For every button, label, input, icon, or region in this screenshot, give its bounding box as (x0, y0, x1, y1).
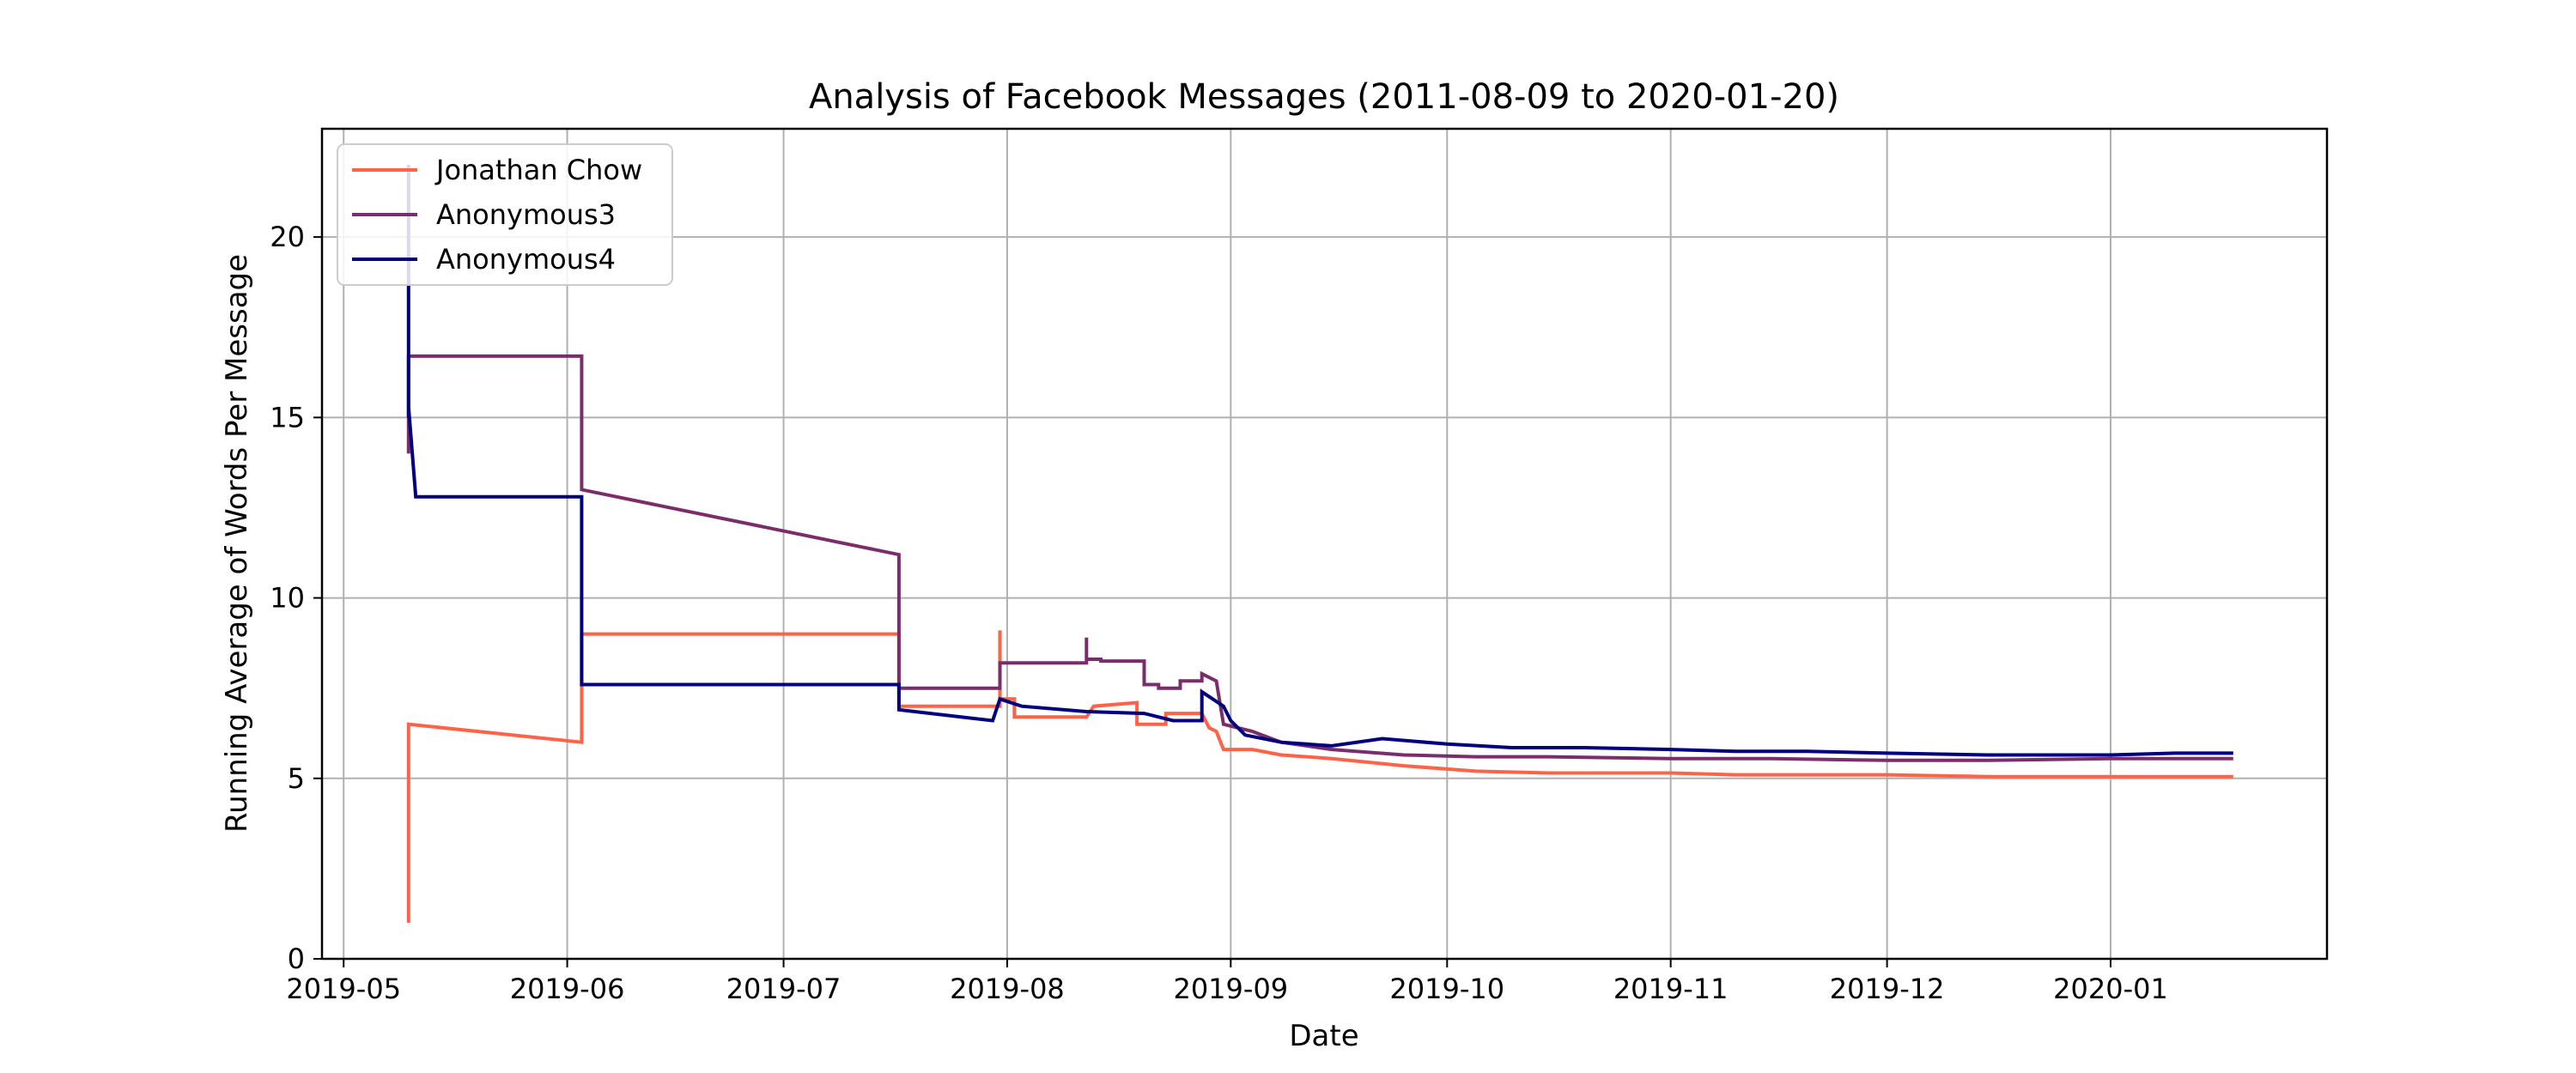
chart-title: Analysis of Facebook Messages (2011-08-0… (809, 77, 1839, 117)
x-axis-ticks: 2019-05 2019-06 2019-07 2019-08 2019-09 2019-… (286, 959, 2168, 1005)
legend-label-anonymous4: Anonymous4 (436, 243, 616, 276)
series-line-jonathan-chow (406, 630, 2233, 923)
series-line-anonymous3 (406, 354, 2233, 762)
y-tick-label: 15 (270, 401, 305, 433)
y-axis-label: Running Average of Words Per Message (220, 254, 254, 833)
x-tick-label: 2019-05 (286, 973, 401, 1005)
x-tick-label: 2019-08 (950, 973, 1065, 1005)
x-tick-label: 2019-07 (726, 973, 841, 1005)
legend: Jonathan Chow Anonymous3 Anonymous4 (337, 143, 673, 286)
series-line-anonymous4 (406, 165, 2233, 757)
y-tick-label: 5 (288, 762, 305, 795)
x-axis-label: Date (1289, 1019, 1358, 1053)
legend-label-anonymous3: Anonymous3 (436, 198, 616, 231)
plot-frame (320, 127, 2329, 961)
y-axis-ticks: 0 5 10 15 20 (270, 221, 322, 975)
legend-label-jonathan-chow: Jonathan Chow (434, 154, 642, 186)
x-tick-label: 2019-09 (1173, 973, 1288, 1005)
x-tick-label: 2020-01 (2053, 973, 2168, 1005)
legend-entries: Jonathan Chow Anonymous3 Anonymous4 (352, 154, 642, 276)
y-tick-label: 0 (288, 943, 305, 975)
legend-box (337, 143, 673, 286)
x-tick-label: 2019-06 (510, 973, 625, 1005)
x-tick-label: 2019-10 (1389, 973, 1504, 1005)
x-tick-label: 2019-12 (1830, 973, 1945, 1005)
y-tick-label: 20 (270, 221, 305, 253)
x-tick-label: 2019-11 (1613, 973, 1728, 1005)
series-lines (406, 165, 2233, 923)
y-tick-label: 10 (270, 582, 305, 615)
